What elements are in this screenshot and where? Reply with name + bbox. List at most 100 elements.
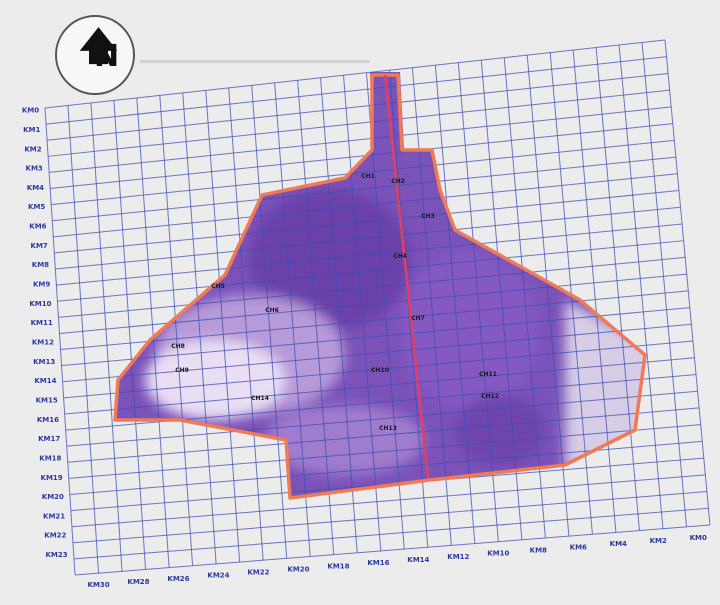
column-label: KM18 [327, 562, 349, 570]
contour-mid [400, 250, 540, 410]
channel-strip [370, 72, 404, 150]
grid-line-horizontal [54, 190, 680, 254]
grid-line-horizontal [57, 240, 684, 302]
grid-line-vertical [388, 70, 429, 548]
point-label: CH4 [393, 253, 407, 260]
contour-lowest [145, 340, 285, 420]
point-label: CH11 [479, 371, 497, 378]
grid-line-vertical [343, 75, 382, 551]
grid-line-vertical [411, 67, 452, 546]
row-label: KM14 [34, 377, 56, 385]
column-label: KM24 [207, 572, 229, 580]
column-label: KM12 [447, 553, 469, 561]
row-label: KM4 [27, 184, 44, 192]
grid-line-vertical [67, 105, 100, 574]
column-label: KM20 [287, 565, 309, 573]
grid-line-horizontal [45, 56, 667, 125]
column-label: KM28 [127, 578, 149, 586]
column-label: KM0 [690, 534, 707, 542]
grid-line-vertical [457, 62, 499, 542]
row-labels: KM0 KM1 KM2 KM3 KM4 KM5 KM6 KM7 KM8 KM9 KM10 KM11 KM… [22, 107, 68, 559]
row-label: KM22 [44, 532, 66, 540]
point-label: CH7 [411, 315, 425, 322]
point-label: CH13 [379, 425, 397, 432]
grid-line-horizontal [48, 89, 670, 157]
grid-line-vertical [113, 100, 147, 570]
row-label: KM3 [26, 165, 43, 173]
row-label: KM20 [42, 493, 64, 501]
grid-line-vertical [274, 82, 311, 557]
grid-line-horizontal [62, 323, 692, 383]
grid-line-vertical [136, 97, 170, 568]
point-labels: CH1 CH2 CH3 CH4 CH5 CH6 CH7 CH8 CH9 CH10 CH11 CH12 C… [171, 173, 499, 432]
column-label: KM6 [570, 543, 587, 551]
row-label: KM6 [29, 223, 46, 231]
grid-line-horizontal [63, 340, 693, 399]
column-label: KM2 [650, 537, 667, 545]
contour-east [455, 395, 545, 465]
row-label: KM12 [32, 339, 54, 347]
row-label: KM18 [39, 454, 61, 462]
point-label: CH5 [211, 283, 225, 290]
grid-line-horizontal [44, 39, 666, 109]
row-label: KM21 [43, 512, 65, 520]
grid-line-vertical [320, 77, 358, 553]
column-label: KM16 [367, 559, 389, 567]
row-label: KM23 [46, 551, 68, 559]
point-label: CH12 [481, 393, 499, 400]
grid-line-horizontal [58, 256, 686, 318]
grid-line-vertical [182, 92, 217, 564]
row-label: KM2 [24, 145, 41, 153]
row-label: KM7 [31, 242, 48, 250]
row-label: KM9 [33, 281, 50, 289]
row-label: KM15 [36, 396, 58, 404]
grid-line-horizontal [61, 307, 690, 367]
grid-line-horizontal [71, 474, 706, 528]
row-label: KM17 [38, 435, 60, 443]
north-arrow-icon: 🡅 [79, 24, 119, 68]
row-label: KM19 [41, 474, 63, 482]
column-label: KM8 [530, 547, 547, 555]
row-label: KM13 [33, 358, 55, 366]
boundary-layer [113, 73, 647, 500]
contour-south [265, 405, 425, 475]
column-label: KM22 [247, 569, 269, 577]
grid-line-horizontal [56, 223, 683, 286]
grid-line-vertical [595, 47, 640, 531]
point-label: CH2 [391, 178, 405, 185]
row-label: KM16 [37, 416, 59, 424]
scale-bar [140, 60, 370, 63]
grid-line-vertical [503, 57, 546, 539]
grid-line-horizontal [68, 424, 701, 479]
grid-line-vertical [572, 50, 617, 533]
column-label: KM14 [407, 556, 429, 564]
row-label: KM5 [28, 203, 45, 211]
point-label: CH9 [175, 367, 189, 374]
column-label: KM26 [167, 575, 189, 583]
grid-line-vertical [44, 107, 76, 576]
grid-line-vertical [526, 55, 570, 537]
point-label: CH3 [421, 213, 435, 220]
grid-line-vertical [434, 65, 476, 544]
survey-axis-line [383, 74, 430, 479]
point-label: CH8 [171, 343, 185, 350]
north-compass: 🡅 N [55, 15, 135, 95]
grid-line-vertical [251, 85, 288, 559]
grid-line-vertical [228, 87, 264, 561]
grid-line-horizontal [64, 357, 695, 415]
grid-line-vertical [480, 60, 523, 540]
point-label: CH1 [361, 173, 375, 180]
grid-line-vertical [205, 90, 241, 563]
point-label: CH6 [265, 307, 279, 314]
grid-line-horizontal [73, 507, 709, 560]
grid-line-vertical [641, 42, 687, 527]
grid-line-vertical [664, 39, 711, 526]
column-label: KM10 [487, 550, 509, 558]
grid-line-horizontal [51, 139, 675, 206]
grid-line-horizontal [47, 72, 669, 141]
grid-line-horizontal [72, 491, 707, 544]
row-label: KM1 [23, 126, 40, 134]
column-label: KM4 [610, 540, 627, 548]
row-label: KM10 [29, 300, 51, 308]
